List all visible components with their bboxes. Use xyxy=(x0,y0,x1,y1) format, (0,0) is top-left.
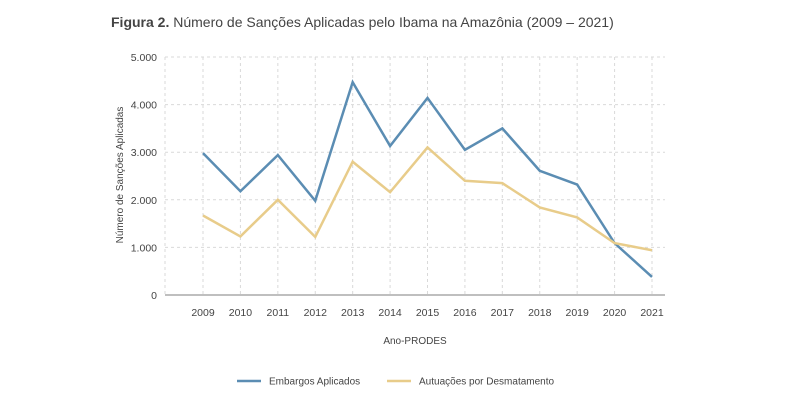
gridlines xyxy=(164,56,665,295)
x-tick-label: 2012 xyxy=(304,307,328,319)
y-tick-label: 2.000 xyxy=(131,195,157,207)
y-tick-labels: 0 1.000 2.000 3.000 4.000 5.000 xyxy=(131,52,157,302)
y-tick-label: 3.000 xyxy=(131,147,157,159)
y-tick-label: 1.000 xyxy=(131,242,157,254)
y-axis-label: Número de Sanções Aplicadas xyxy=(115,107,126,244)
y-tick-label: 0 xyxy=(151,290,157,302)
x-tick-label: 2021 xyxy=(640,307,664,319)
figure-title-text: Número de Sanções Aplicadas pelo Ibama n… xyxy=(173,14,614,30)
y-tick-label: 5.000 xyxy=(131,52,157,64)
x-tick-label: 2010 xyxy=(229,307,253,319)
x-tick-label: 2017 xyxy=(491,307,515,319)
series-lines xyxy=(202,79,653,278)
legend-label: Embargos Aplicados xyxy=(269,377,360,388)
series-line xyxy=(202,79,653,278)
legend-label: Autuações por Desmatamento xyxy=(419,377,555,388)
x-tick-label: 2014 xyxy=(378,307,402,319)
x-tick-label: 2009 xyxy=(191,307,215,319)
legend: Embargos Aplicados Autuações por Desmatam… xyxy=(237,377,555,388)
x-tick-label: 2018 xyxy=(528,307,552,319)
x-tick-label: 2015 xyxy=(416,307,440,319)
series-line xyxy=(202,145,653,252)
x-axis-label: Ano-PRODES xyxy=(383,336,447,347)
figure-label: Figura 2. xyxy=(111,14,170,30)
x-tick-label: 2016 xyxy=(453,307,477,319)
x-tick-label: 2020 xyxy=(603,307,627,319)
x-tick-labels: 2009 2010 2011 2012 2013 2014 2015 2016 2017 2018… xyxy=(191,307,664,319)
x-tick-label: 2013 xyxy=(341,307,365,319)
figure-title: Figura 2. Número de Sanções Aplicadas pe… xyxy=(111,14,614,30)
x-tick-label: 2019 xyxy=(565,307,589,319)
y-tick-label: 4.000 xyxy=(131,100,157,112)
x-tick-label: 2011 xyxy=(267,307,290,319)
